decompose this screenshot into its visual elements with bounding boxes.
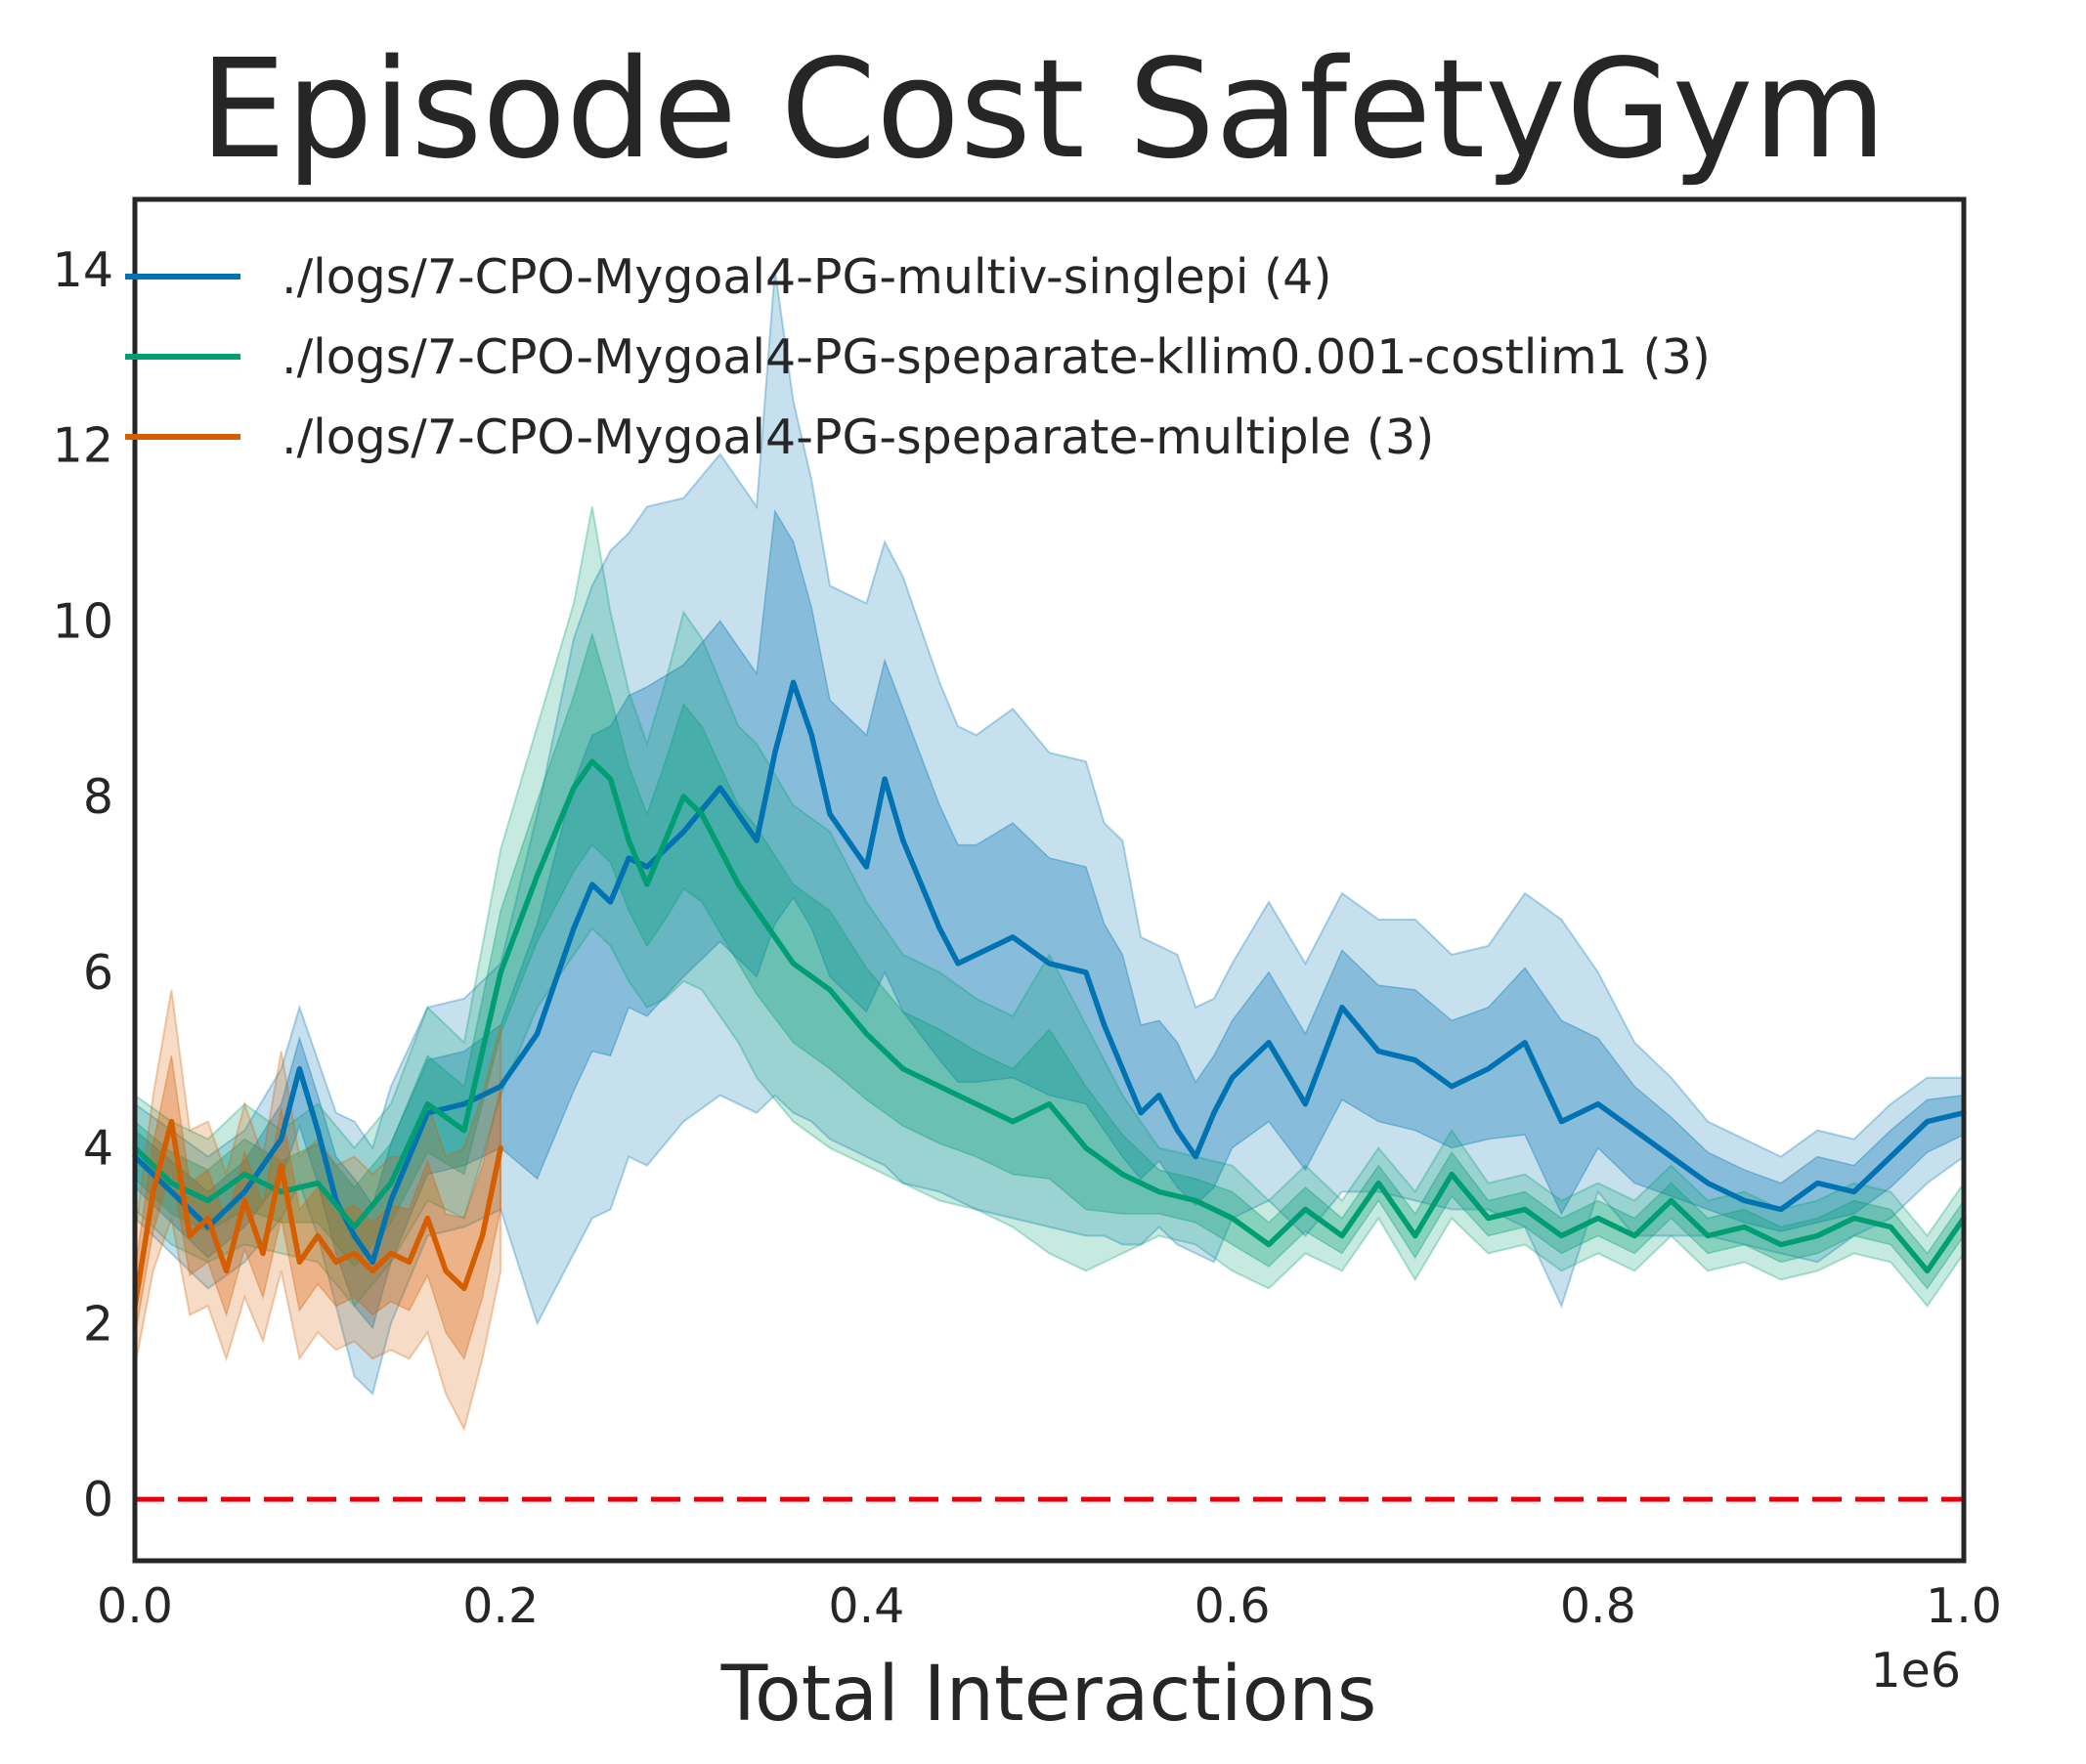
y-tick-label: 12 [53,418,113,474]
legend-label-1: ./logs/7-CPO-Mygoal4-PG-multiv-singlepi … [282,249,1331,305]
chart-title: Episode Cost SafetyGym [199,30,1887,190]
legend-label-2: ./logs/7-CPO-Mygoal4-PG-speparate-kllim0… [282,329,1711,385]
y-tick-label: 6 [83,945,113,1001]
legend-label-3: ./logs/7-CPO-Mygoal4-PG-speparate-multip… [282,409,1434,465]
series-3-line [132,1118,503,1310]
x-tick-label: 1.0 [1926,1578,2002,1634]
series-3-inner-band [134,1055,501,1361]
y-tick-label: 8 [83,769,113,825]
x-tick-label: 0.4 [828,1578,904,1634]
series-lines [132,679,1967,1310]
series-2-line [132,758,1967,1274]
legend: ./logs/7-CPO-Mygoal4-PG-multiv-singlepi … [125,249,1711,465]
series-3-outer-band [134,989,502,1432]
confidence-bands [134,269,1965,1432]
x-tick-label: 0.0 [97,1578,173,1634]
x-axis-offset-label: 1e6 [1871,1643,1962,1699]
x-tick-label: 0.8 [1560,1578,1636,1634]
y-tick-label: 10 [53,593,113,649]
x-tick-label: 0.2 [462,1578,539,1634]
x-axis-label: Total Interactions [720,1651,1377,1739]
x-axis-ticks: 0.0 0.2 0.4 0.6 0.8 1.0 [97,1578,2002,1634]
series-1-line [132,679,1967,1266]
y-tick-label: 4 [83,1121,113,1177]
y-tick-label: 14 [53,242,113,298]
y-axis-ticks: 0 2 4 6 8 10 12 14 [53,242,113,1527]
plot-frame [132,196,1967,1564]
y-tick-label: 0 [83,1472,113,1527]
y-tick-label: 2 [83,1296,113,1352]
x-tick-label: 0.6 [1195,1578,1271,1634]
